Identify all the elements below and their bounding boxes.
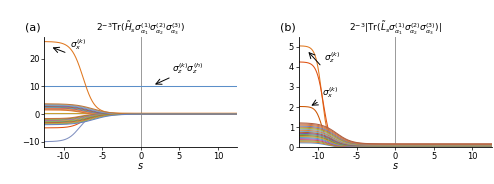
Text: (b): (b) <box>280 22 295 32</box>
Text: $\sigma_z^{(k)}\sigma_z^{(h)}$: $\sigma_z^{(k)}\sigma_z^{(h)}$ <box>172 61 204 76</box>
Text: $\sigma_z^{(k)}$: $\sigma_z^{(k)}$ <box>324 50 340 65</box>
Text: $\sigma_x^{(k)}$: $\sigma_x^{(k)}$ <box>70 37 86 52</box>
Title: $2^{-3}\mathrm{Tr}(\tilde{H}_s\sigma_{\alpha_1}^{(1)}\sigma_{\alpha_2}^{(2)}\sig: $2^{-3}\mathrm{Tr}(\tilde{H}_s\sigma_{\a… <box>96 20 185 37</box>
X-axis label: $s$: $s$ <box>392 161 399 171</box>
X-axis label: $s$: $s$ <box>137 161 144 171</box>
Text: $\sigma_x^{(k)}$: $\sigma_x^{(k)}$ <box>322 85 338 100</box>
Title: $2^{-3}|\mathrm{Tr}(\tilde{L}_s\sigma_{\alpha_1}^{(1)}\sigma_{\alpha_2}^{(2)}\si: $2^{-3}|\mathrm{Tr}(\tilde{L}_s\sigma_{\… <box>349 20 442 37</box>
Text: (a): (a) <box>25 22 41 32</box>
